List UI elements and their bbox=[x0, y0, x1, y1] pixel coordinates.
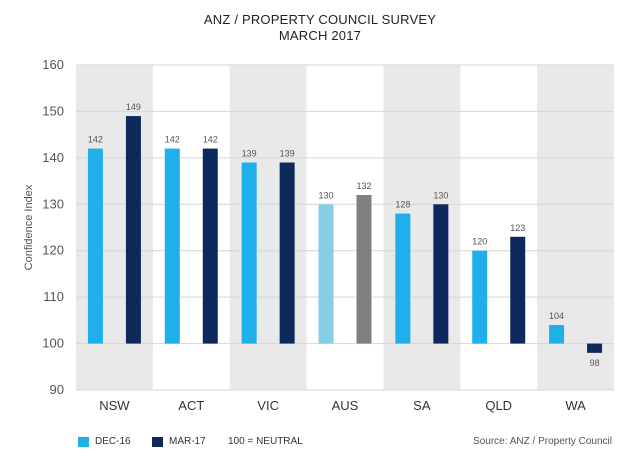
data-label: 139 bbox=[280, 149, 295, 159]
category-band bbox=[229, 65, 307, 390]
legend-neutral-note: 100 = NEUTRAL bbox=[228, 436, 303, 447]
y-tick-label: 100 bbox=[42, 336, 64, 351]
chart-title: ANZ / PROPERTY COUNCIL SURVEY bbox=[203, 12, 437, 27]
legend-item-dec16: DEC-16 bbox=[78, 436, 131, 447]
x-tick-label: WA bbox=[565, 398, 586, 413]
source-note: Source: ANZ / Property Council bbox=[473, 436, 612, 447]
bar-act-dec16 bbox=[164, 148, 180, 344]
legend-label-dec16: DEC-16 bbox=[95, 436, 131, 447]
data-label: 130 bbox=[433, 190, 448, 200]
data-label: 142 bbox=[203, 135, 218, 145]
y-tick-label: 130 bbox=[42, 196, 64, 211]
y-tick-label: 110 bbox=[43, 289, 64, 304]
category-band bbox=[537, 65, 614, 390]
chart-subtitle: MARCH 2017 bbox=[278, 28, 362, 43]
y-tick-label: 120 bbox=[42, 243, 64, 258]
y-tick-label: 150 bbox=[42, 103, 64, 118]
bar-nsw-mar17 bbox=[125, 116, 141, 344]
data-label: 149 bbox=[126, 102, 141, 112]
legend-neutral-label: 100 = NEUTRAL bbox=[228, 436, 303, 447]
legend-swatch-dec16 bbox=[78, 436, 89, 447]
x-tick-label: ACT bbox=[178, 398, 204, 413]
legend-label-mar17: MAR-17 bbox=[169, 436, 206, 447]
bar-act-mar17 bbox=[202, 148, 218, 344]
bar-nsw-dec16 bbox=[87, 148, 103, 344]
category-band bbox=[383, 65, 461, 390]
bar-wa-dec16 bbox=[549, 325, 565, 344]
y-tick-label: 90 bbox=[50, 382, 64, 397]
bar-aus-mar17 bbox=[356, 195, 372, 344]
data-label: 142 bbox=[88, 135, 103, 145]
bar-vic-dec16 bbox=[241, 162, 257, 344]
data-label: 132 bbox=[356, 181, 371, 191]
x-tick-label: QLD bbox=[485, 398, 512, 413]
data-label: 142 bbox=[165, 135, 180, 145]
data-label: 139 bbox=[242, 149, 257, 159]
x-tick-label: VIC bbox=[257, 398, 279, 413]
x-tick-label: SA bbox=[413, 398, 431, 413]
x-tick-label: AUS bbox=[332, 398, 359, 413]
bar-qld-mar17 bbox=[510, 236, 526, 344]
data-label: 128 bbox=[395, 200, 410, 210]
bar-qld-dec16 bbox=[472, 250, 488, 344]
data-label: 123 bbox=[510, 223, 525, 233]
data-label: 130 bbox=[318, 190, 333, 200]
data-label: 98 bbox=[590, 358, 600, 368]
y-axis-label: Confidence Index bbox=[23, 184, 35, 270]
legend-item-mar17: MAR-17 bbox=[152, 436, 206, 447]
y-tick-label: 140 bbox=[42, 150, 64, 165]
category-band bbox=[76, 65, 153, 390]
data-label: 104 bbox=[549, 311, 564, 321]
legend-swatch-mar17 bbox=[152, 436, 163, 447]
x-tick-label: NSW bbox=[99, 398, 130, 413]
bar-wa-mar17 bbox=[587, 343, 603, 353]
bar-sa-mar17 bbox=[433, 204, 449, 344]
y-tick-label: 160 bbox=[42, 57, 64, 72]
bar-aus-dec16 bbox=[318, 204, 334, 344]
bar-sa-dec16 bbox=[395, 213, 411, 344]
data-label: 120 bbox=[472, 237, 487, 247]
bar-vic-mar17 bbox=[279, 162, 295, 344]
